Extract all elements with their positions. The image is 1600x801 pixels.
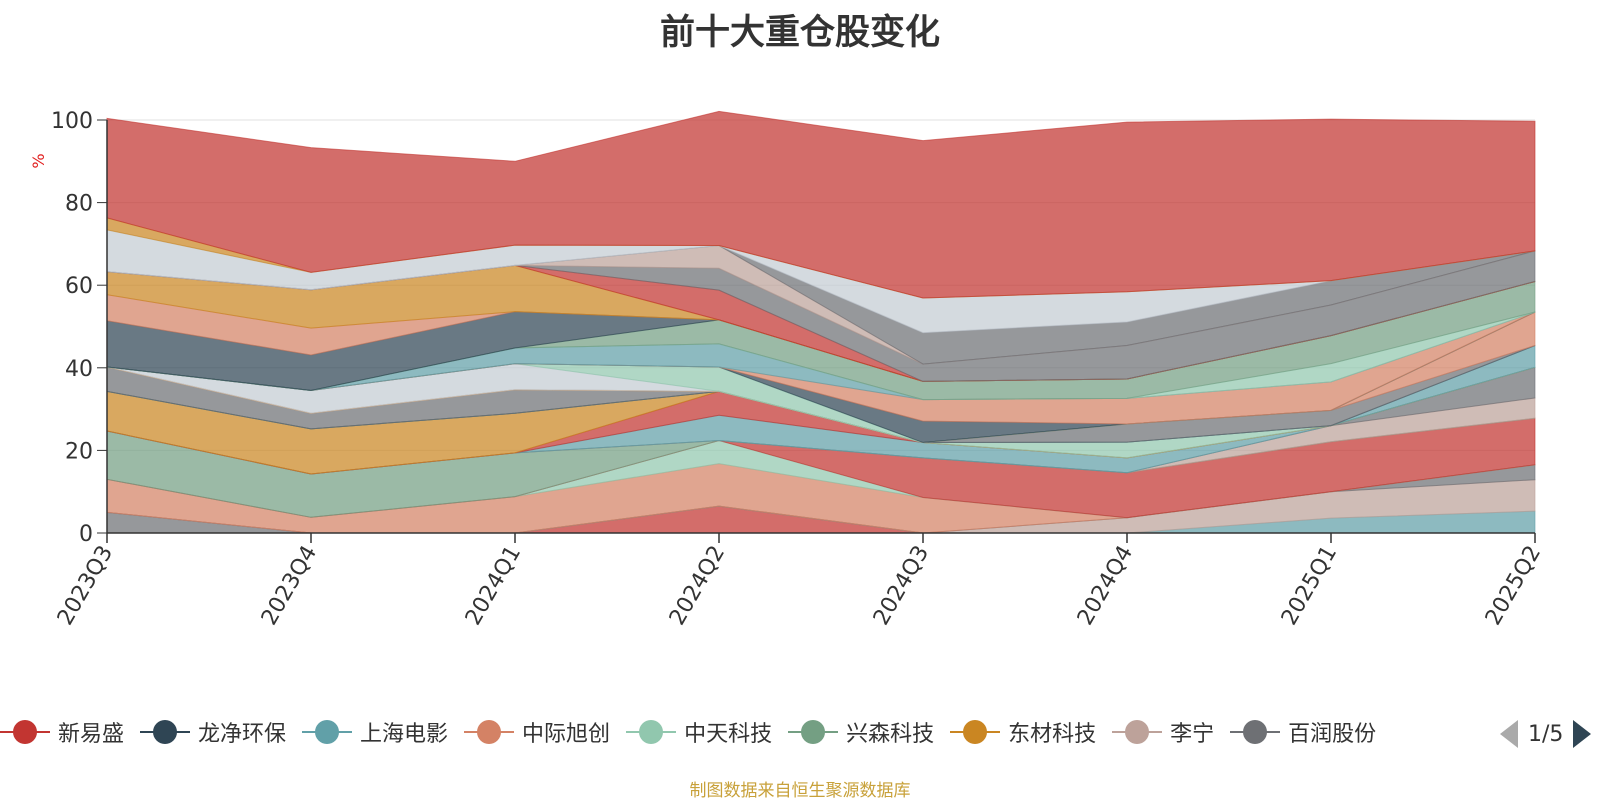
legend-item-3[interactable]: 中际旭创 [464, 716, 610, 748]
legend: 新易盛 龙净环保 上海电影 中际旭创 中天科技 兴森科技 东材科技 李宁 百润股份 [0, 716, 1480, 752]
legend-item-2[interactable]: 上海电影 [302, 716, 448, 748]
legend-label: 新易盛 [58, 722, 125, 747]
legend-item-0[interactable]: 新易盛 [0, 716, 124, 748]
y-tick-label: 40 [65, 357, 93, 382]
legend-marker-icon [1112, 720, 1163, 744]
data-source-note: 制图数据来自恒生聚源数据库 [689, 781, 911, 801]
y-tick-label: 0 [79, 522, 93, 547]
legend-label: 东材科技 [1008, 722, 1097, 747]
y-axis-label: % [29, 153, 48, 168]
legend-marker-icon [0, 720, 50, 744]
x-tick-label: 2023Q4 [257, 542, 322, 630]
x-tick-label: 2024Q2 [665, 542, 730, 630]
legend-marker-icon [788, 720, 839, 744]
legend-item-7[interactable]: 李宁 [1112, 716, 1214, 748]
legend-marker-icon [302, 720, 353, 744]
legend-marker-icon [464, 720, 515, 744]
legend-next-page-icon[interactable] [1573, 720, 1592, 748]
legend-marker-icon [950, 720, 1001, 744]
x-tick-label: 2023Q3 [53, 542, 118, 630]
y-tick-label: 20 [65, 439, 93, 464]
legend-marker-icon [626, 720, 677, 744]
y-tick-label: 80 [65, 192, 93, 217]
legend-label: 中际旭创 [522, 722, 611, 747]
y-tick-label: 100 [51, 109, 93, 134]
chart-title: 前十大重仓股变化 [659, 13, 940, 53]
x-tick-label: 2024Q3 [869, 542, 934, 630]
legend-label: 李宁 [1170, 722, 1215, 747]
area-band-36 [106, 110, 1536, 299]
legend-pager: 1/5 [1500, 718, 1592, 750]
legend-label: 上海电影 [360, 722, 449, 747]
x-tick-label: 2025Q2 [1481, 542, 1546, 630]
legend-marker-icon [140, 720, 191, 744]
legend-label: 中天科技 [684, 722, 773, 747]
legend-prev-page-icon[interactable] [1500, 720, 1518, 748]
legend-item-6[interactable]: 东材科技 [950, 716, 1096, 748]
legend-item-1[interactable]: 龙净环保 [140, 716, 286, 748]
x-tick-label: 2025Q1 [1277, 542, 1342, 630]
legend-page-indicator: 1/5 [1528, 721, 1564, 747]
legend-item-4[interactable]: 中天科技 [626, 716, 772, 748]
x-tick-label: 2024Q4 [1073, 542, 1138, 630]
area-series [106, 110, 1536, 534]
x-tick-label: 2024Q1 [461, 542, 526, 630]
legend-item-8[interactable]: 百润股份 [1230, 716, 1376, 748]
legend-label: 兴森科技 [846, 722, 935, 747]
legend-label: 龙净环保 [198, 722, 287, 747]
legend-marker-icon [1230, 720, 1281, 744]
legend-label: 百润股份 [1288, 722, 1377, 747]
y-tick-label: 60 [65, 274, 93, 299]
legend-item-5[interactable]: 兴森科技 [788, 716, 934, 748]
